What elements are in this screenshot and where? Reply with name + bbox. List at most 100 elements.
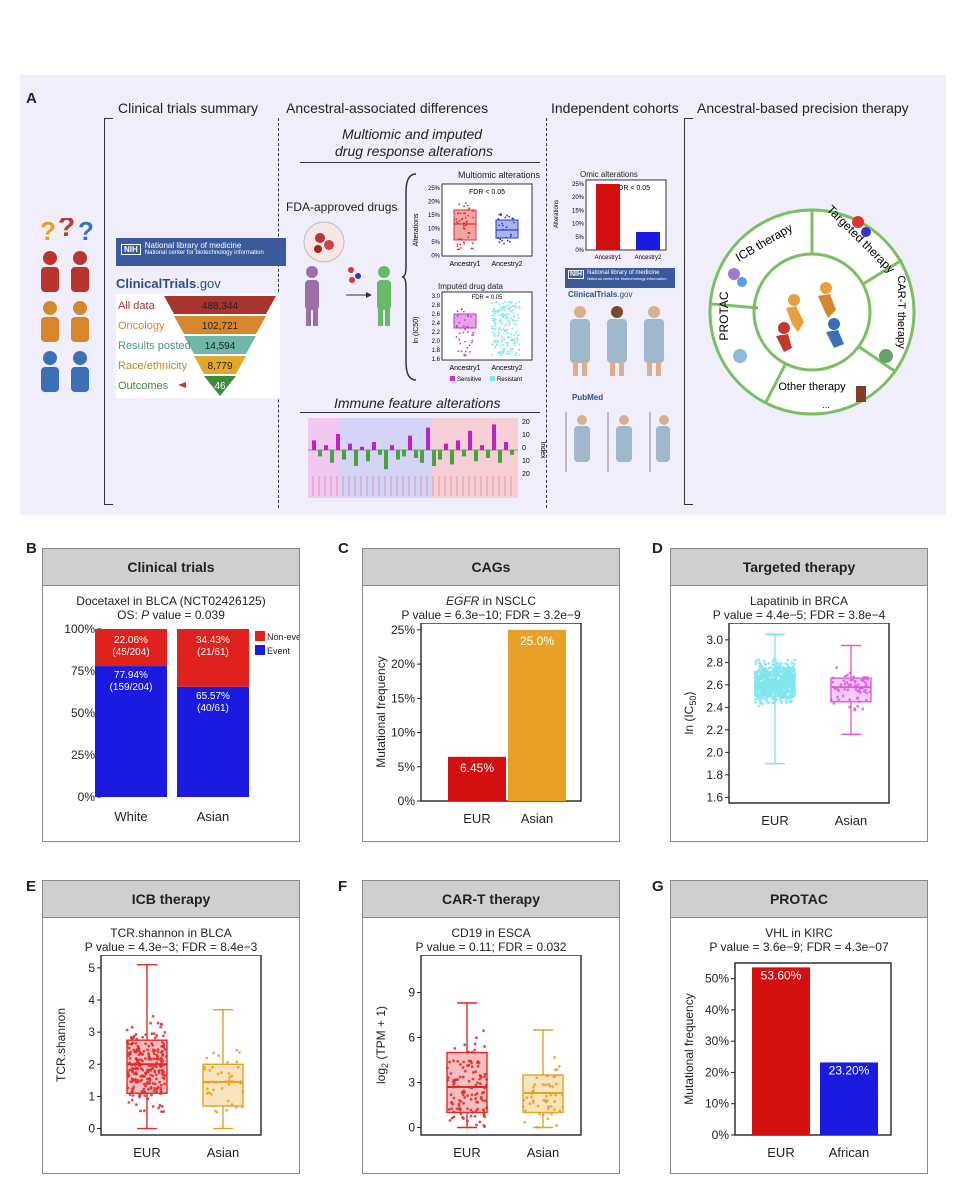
mini-dot: [457, 211, 460, 214]
mini-dot: [496, 341, 499, 344]
mini-dot: [458, 338, 461, 341]
iv-patients-icon: [565, 412, 670, 472]
data-point: [127, 1100, 131, 1104]
mini-dot: [504, 216, 507, 219]
mini-dot: [508, 336, 511, 339]
data-point: [139, 1058, 143, 1062]
data-point: [787, 677, 791, 680]
data-point: [768, 688, 771, 691]
data-point: [162, 1110, 166, 1113]
svg-text:Alterations: Alterations: [413, 213, 420, 247]
mini-dot: [512, 305, 515, 308]
data-point: [463, 1096, 467, 1099]
mini-dot: [504, 330, 507, 332]
mini-dot: [470, 341, 473, 344]
data-point: [786, 686, 790, 689]
data-point: [786, 663, 789, 667]
mini-tick: 2.0: [432, 339, 441, 345]
data-point: [217, 1054, 221, 1058]
data-point: [144, 1071, 148, 1074]
data-point: [479, 1074, 482, 1078]
clinicaltrials-rest: .gov: [196, 276, 221, 291]
wheel-cart: CAR-T therapy: [895, 275, 907, 349]
data-point: [841, 694, 845, 698]
mini-dot: [456, 243, 459, 246]
data-point: [458, 1108, 462, 1112]
data-point: [864, 680, 867, 684]
bar-non-event: [95, 629, 167, 667]
mini-dot: [507, 319, 510, 322]
data-point: [856, 683, 860, 686]
legend-swatch-non-event: [255, 631, 265, 641]
data-point: [473, 1042, 477, 1046]
mini-dot: [513, 342, 516, 345]
x-tick-label: EUR: [133, 1145, 160, 1160]
funnel-band-3: [194, 356, 246, 374]
panel-c-title: CAGs: [363, 549, 619, 586]
y-axis-label: ln (IC50): [682, 692, 698, 735]
data-point: [148, 1082, 152, 1085]
data-point: [784, 674, 787, 678]
mini-dot: [459, 243, 462, 246]
data-point: [149, 1021, 153, 1025]
panel-f-subtitle-2: P value = 0.11; FDR = 0.032: [415, 940, 567, 954]
data-point: [482, 1029, 485, 1033]
mini-dot: [503, 305, 506, 308]
mini-dot: [507, 335, 510, 338]
data-point: [779, 674, 783, 678]
y-tick-label: 15%: [391, 691, 415, 705]
mini-dot: [463, 354, 466, 357]
wheel-other: Other therapy: [778, 381, 846, 393]
data-point: [846, 688, 850, 692]
data-point: [860, 678, 864, 682]
data-point: [555, 1067, 559, 1071]
y-tick-label: 10%: [705, 1097, 729, 1111]
data-point: [132, 1072, 136, 1076]
y-tick-label: 0%: [398, 794, 416, 808]
mini-dot: [459, 342, 462, 345]
data-point: [150, 1093, 153, 1097]
immune-bar: [384, 450, 388, 470]
mini-dot: [472, 331, 475, 334]
data-point: [524, 1109, 528, 1112]
data-point: [155, 1034, 159, 1037]
mini-dot: [515, 319, 518, 322]
legend-swatch-event: [255, 645, 265, 655]
data-point: [137, 1058, 141, 1062]
mini-dot: [500, 309, 502, 312]
data-point: [553, 1108, 556, 1111]
data-point: [146, 1068, 150, 1072]
data-point: [864, 688, 867, 692]
mini-dot: [456, 310, 459, 313]
y-axis-label: Mutational frequency: [374, 656, 388, 767]
mini-dot: [467, 236, 470, 239]
box: [446, 1051, 488, 1114]
mini-dot: [504, 324, 507, 327]
data-point: [793, 658, 797, 662]
immune-bar: [492, 424, 496, 450]
immune-bar: [366, 450, 370, 462]
mini-dot: [508, 304, 511, 307]
data-point: [152, 1057, 156, 1061]
data-point: [160, 1072, 164, 1076]
data-point: [785, 698, 788, 702]
panel-c-cancer: in NSCLC: [479, 594, 537, 608]
data-point: [483, 1075, 486, 1078]
multiomic-underline: [300, 162, 540, 163]
data-point: [139, 1109, 142, 1113]
mini-dot: [491, 310, 494, 313]
data-point: [142, 1049, 146, 1053]
data-point: [127, 1073, 131, 1077]
mini-dot: [464, 354, 467, 357]
data-point: [856, 704, 860, 708]
data-point: [450, 1107, 454, 1111]
mini-dot: [463, 319, 466, 321]
data-point: [553, 1056, 557, 1059]
mini-dot: [509, 301, 512, 304]
data-point: [137, 1095, 141, 1099]
data-point: [227, 1072, 231, 1075]
mini-dot: [491, 302, 494, 305]
data-point: [839, 683, 843, 687]
mini-tick: 5%: [575, 235, 584, 241]
immune-bar: [414, 450, 418, 458]
